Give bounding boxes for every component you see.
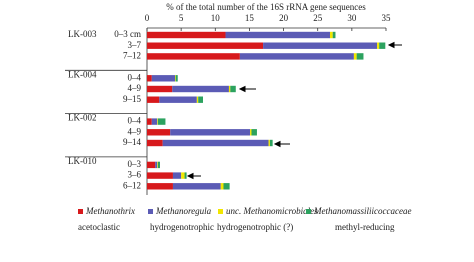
bar-segment — [170, 129, 251, 136]
bar-segment — [228, 85, 231, 93]
bar-segment — [147, 129, 171, 136]
group-label: LK-003 — [68, 29, 97, 39]
bar-segment — [147, 139, 163, 147]
bar-segment — [377, 42, 380, 49]
category-label: 0–3 — [128, 159, 142, 169]
category-label: 9–15 — [123, 94, 142, 104]
x-tick-label: 25 — [313, 13, 323, 23]
x-tick-label: 35 — [382, 13, 392, 23]
legend-role: methyl-reducing — [335, 222, 395, 232]
category-label: 9–14 — [123, 137, 142, 147]
bar-segment — [147, 183, 173, 190]
category-label: 0–4 — [128, 116, 142, 126]
bar-segment — [198, 96, 203, 103]
bar-segment — [250, 129, 252, 136]
group-label: LK-010 — [68, 156, 97, 166]
bar-segment — [147, 53, 240, 60]
arrows — [186, 41, 402, 180]
bar-segment — [157, 161, 158, 169]
legend-swatch — [78, 209, 83, 214]
bar-segment — [157, 118, 166, 125]
group-label: LK-002 — [68, 113, 97, 123]
x-tick-label: 20 — [279, 13, 289, 23]
bar-segment — [174, 75, 176, 82]
category-label: 6–12 — [123, 180, 141, 190]
category-label: 0–3 cm — [114, 29, 141, 39]
bar-segment — [147, 31, 226, 39]
bar-segment — [225, 31, 331, 39]
bar-segment — [147, 75, 152, 82]
legend-label: Methanoregula — [155, 206, 212, 216]
category-label: 0–4 — [128, 72, 142, 82]
bar-segment — [230, 85, 236, 93]
bar-segment — [159, 96, 197, 103]
bar-segment — [332, 31, 336, 39]
bar-segment — [147, 118, 152, 125]
x-tick-label: 5 — [179, 13, 184, 23]
bar-segment — [162, 139, 269, 147]
bar-segment — [172, 183, 221, 190]
bar-segment — [147, 161, 156, 169]
group-label: LK-004 — [68, 69, 97, 79]
bar-segment — [379, 42, 386, 49]
bar-segment — [251, 129, 257, 136]
bar-segment — [353, 53, 357, 60]
x-tick-label: 30 — [347, 13, 357, 23]
bar-segment — [151, 118, 158, 125]
category-label: 3–6 — [128, 170, 142, 180]
category-label: 3–7 — [128, 40, 142, 50]
bar-segment — [196, 96, 199, 103]
bar-segment — [157, 118, 158, 125]
bar-segment — [239, 53, 354, 60]
bar-segment — [268, 139, 270, 147]
bar-segment — [151, 75, 175, 82]
bar-segment — [184, 172, 187, 179]
bar-segment — [263, 42, 378, 49]
legend-swatch — [218, 209, 223, 214]
category-label: 4–9 — [128, 126, 142, 136]
x-tick-label: 15 — [245, 13, 255, 23]
legend-label: Methanomassiliicoccaceae — [313, 206, 411, 216]
bar-segment — [356, 53, 364, 60]
bar-segment — [157, 161, 160, 169]
category-label: 7–12 — [123, 50, 141, 60]
bar-segment — [172, 172, 182, 179]
bar-segment — [155, 161, 158, 169]
x-tick-label: 10 — [211, 13, 221, 23]
bar-segment — [330, 31, 333, 39]
bar-segment — [147, 96, 160, 103]
bar-segment — [172, 85, 229, 93]
legend-role: hydrogenotrophic (?) — [217, 222, 293, 232]
legend-swatch — [148, 209, 153, 214]
legend-role: acetoclastic — [78, 222, 120, 232]
category-label: 4–9 — [128, 83, 142, 93]
bar-segment — [269, 139, 273, 147]
legend-label: unc. Methanomicrobiales — [226, 206, 318, 216]
x-axis-title: % of the total number of the 16S rRNA ge… — [166, 2, 366, 12]
legend-swatch — [306, 209, 311, 214]
bar-segment — [220, 183, 224, 190]
bar-segment — [175, 75, 178, 82]
bar-segment — [147, 42, 264, 49]
legend-role: hydrogenotrophic — [150, 222, 214, 232]
bar-segment — [181, 172, 185, 179]
bar-segment — [223, 183, 230, 190]
bar-segment — [147, 172, 173, 179]
legend-label: Methanothrix — [85, 206, 135, 216]
x-tick-label: 0 — [145, 13, 150, 23]
bar-segment — [147, 85, 173, 93]
